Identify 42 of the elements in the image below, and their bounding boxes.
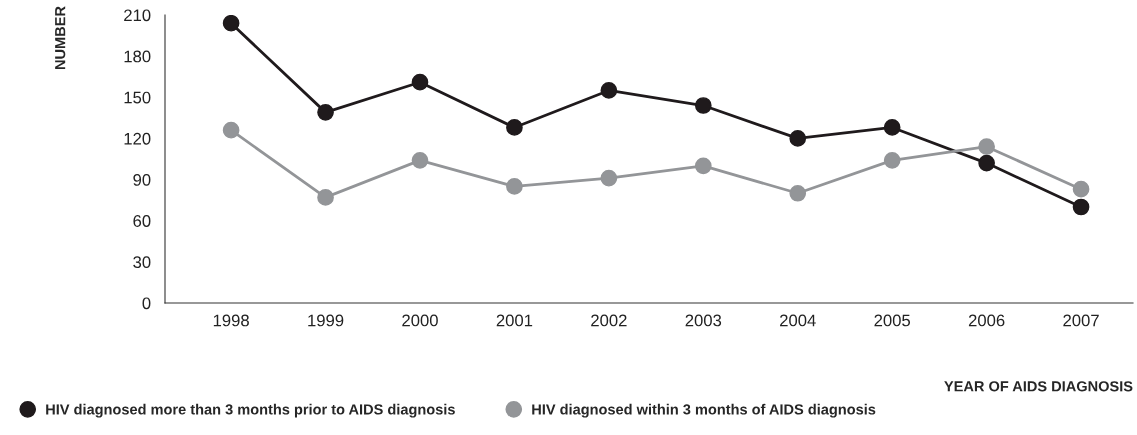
y-tick-label: 90 <box>133 173 151 186</box>
point <box>1072 180 1090 198</box>
x-axis-title: YEAR OF AIDS DIAGNOSIS <box>944 381 1133 392</box>
x-tick-label: 2006 <box>968 314 1005 327</box>
point <box>317 189 334 206</box>
point <box>411 152 429 169</box>
x-tick-label: 2000 <box>402 314 438 327</box>
point <box>317 104 334 121</box>
point <box>694 97 712 114</box>
point <box>694 157 712 175</box>
x-tick-label: 1999 <box>308 314 344 327</box>
y-tick-label: 210 <box>124 9 151 22</box>
x-tick-label: 1998 <box>213 314 249 327</box>
point <box>789 130 807 147</box>
legend-label: HIV diagnosed within 3 months of AIDS diagnosis <box>532 403 876 418</box>
y-tick-label: 0 <box>142 297 151 310</box>
y-tick-label: 120 <box>124 132 151 145</box>
y-tick-label: 150 <box>124 91 151 104</box>
legend-label: HIV diagnosed more than 3 months prior to AIDS diagnosis <box>46 403 455 418</box>
point <box>600 82 618 99</box>
y-tick-label: 60 <box>133 215 151 227</box>
x-tick-label: 2003 <box>685 314 722 327</box>
x-tick-label: 2002 <box>591 314 627 327</box>
y-tick-label: 30 <box>133 256 151 269</box>
x-tick-label: 2001 <box>496 314 533 327</box>
point <box>506 119 523 136</box>
point <box>883 152 901 169</box>
x-tick-label: 2007 <box>1063 314 1099 327</box>
x-tick-label: 2005 <box>874 314 911 327</box>
x-tick-label: 2004 <box>780 314 816 327</box>
point <box>883 119 901 136</box>
point <box>1072 198 1090 216</box>
point <box>506 178 523 195</box>
point <box>789 184 807 202</box>
point <box>978 138 995 155</box>
y-axis-title: NUMBER <box>55 6 66 70</box>
point <box>600 169 618 187</box>
point <box>222 121 240 139</box>
point <box>222 15 240 32</box>
point <box>411 73 429 91</box>
point <box>978 154 995 172</box>
y-tick-label: 180 <box>124 50 151 63</box>
